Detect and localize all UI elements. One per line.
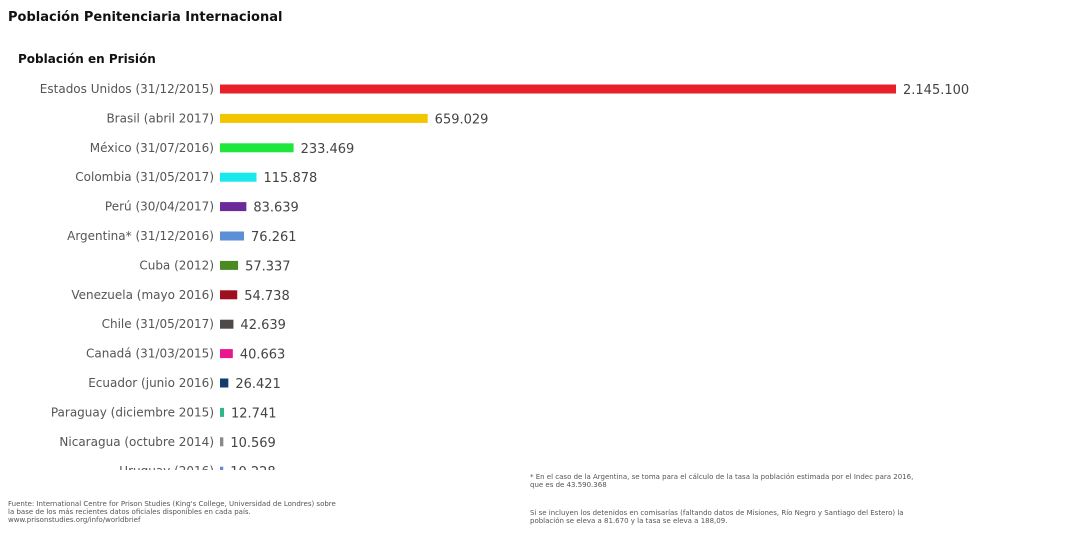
category-label: Venezuela (mayo 2016) xyxy=(71,288,214,302)
bar xyxy=(220,231,245,241)
category-label: Colombia (31/05/2017) xyxy=(75,170,214,184)
category-label: Cuba (2012) xyxy=(139,258,214,272)
value-label: 26.421 xyxy=(235,377,281,392)
value-label: 83.639 xyxy=(253,201,299,216)
category-label: Nicaragua (octubre 2014) xyxy=(59,435,214,449)
category-label: Estados Unidos (31/12/2015) xyxy=(40,82,214,96)
category-label: Uruguay (2016) xyxy=(119,464,214,470)
bar xyxy=(220,319,234,329)
bar xyxy=(220,172,257,182)
footnote-line: que es de 43.590.368 xyxy=(530,481,607,489)
value-label: 233.469 xyxy=(301,142,355,157)
category-label: México (31/07/2016) xyxy=(90,141,214,155)
source-line: la base de los más recientes datos ofici… xyxy=(8,508,251,516)
bar xyxy=(220,113,428,123)
category-label: Argentina* (31/12/2016) xyxy=(67,229,214,243)
bar xyxy=(220,407,225,417)
value-label: 10.569 xyxy=(230,436,276,451)
value-label: 57.337 xyxy=(245,259,291,274)
bar xyxy=(220,349,233,359)
category-label: Brasil (abril 2017) xyxy=(106,111,214,125)
comisarias-footnote: Si se incluyen los detenidos en comisarí… xyxy=(530,509,1070,525)
category-label: Paraguay (diciembre 2015) xyxy=(51,405,214,419)
value-label: 54.738 xyxy=(244,289,289,304)
bar xyxy=(220,290,238,300)
footnote-line: Si se incluyen los detenidos en comisarí… xyxy=(530,509,904,517)
value-label: 76.261 xyxy=(251,230,297,245)
bar xyxy=(220,437,224,447)
bar xyxy=(220,378,229,388)
source-link[interactable]: www.prisonstudies.org/info/worldbrief xyxy=(8,516,141,524)
category-label: Chile (31/05/2017) xyxy=(102,317,214,331)
chart-title: Población Penitenciaria Internacional xyxy=(8,10,283,25)
bar-chart: Estados Unidos (31/12/2015) 2.145.100 Bras… xyxy=(40,82,969,470)
value-label: 659.029 xyxy=(435,112,489,127)
bar xyxy=(220,143,294,153)
argentina-footnote: * En el caso de la Argentina, se toma pa… xyxy=(530,473,1070,489)
source-line: Fuente: International Centre for Prison … xyxy=(8,500,336,508)
chart-subtitle: Población en Prisión xyxy=(18,52,156,66)
category-label: Ecuador (junio 2016) xyxy=(88,376,214,390)
bar xyxy=(220,202,247,212)
source-footnote: Fuente: International Centre for Prison … xyxy=(8,500,508,524)
value-label: 2.145.100 xyxy=(903,83,969,98)
category-label: Canadá (31/03/2015) xyxy=(86,347,214,361)
footnote-line: población se eleva a 81.670 y la tasa se… xyxy=(530,517,728,525)
footnote-line: * En el caso de la Argentina, se toma pa… xyxy=(530,473,914,481)
value-label: 10.228 xyxy=(230,465,275,470)
value-label: 115.878 xyxy=(264,171,318,186)
bar xyxy=(220,466,224,470)
bar xyxy=(220,260,239,270)
value-label: 40.663 xyxy=(240,348,285,363)
category-label: Perú (30/04/2017) xyxy=(105,200,214,214)
value-label: 42.639 xyxy=(240,318,286,333)
bar xyxy=(220,84,896,94)
value-label: 12.741 xyxy=(231,406,276,421)
